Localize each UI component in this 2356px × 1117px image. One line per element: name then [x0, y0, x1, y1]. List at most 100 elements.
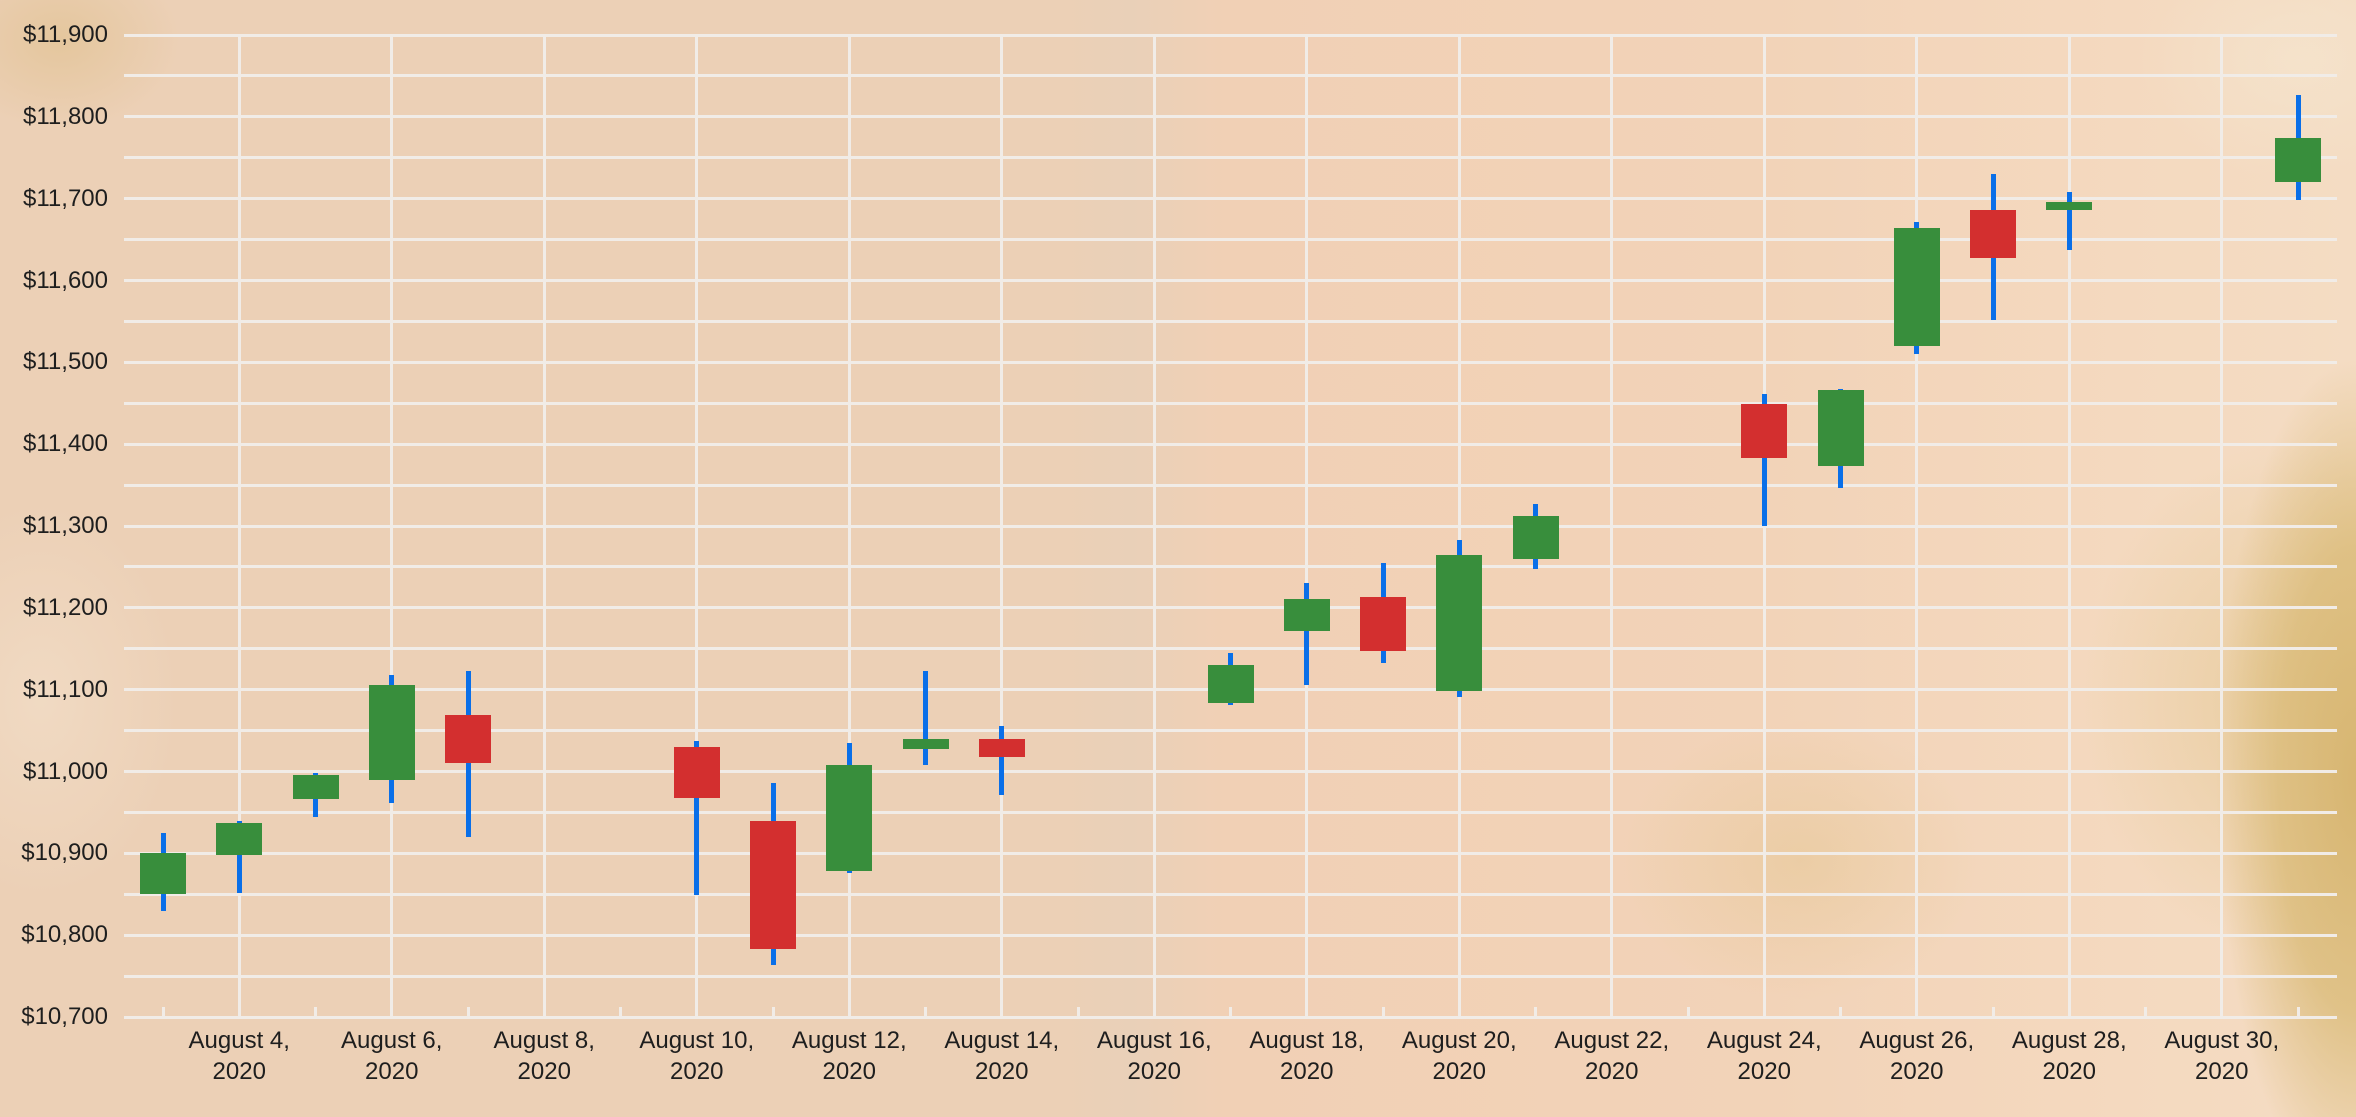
vertical-gridline	[1610, 35, 1614, 1017]
vertical-gridline	[847, 35, 851, 1017]
y-axis-label: $11,200	[23, 593, 108, 621]
minor-gridline	[124, 974, 2337, 978]
x-axis-label-date: August 28,	[2011, 1027, 2127, 1054]
candle-body	[978, 738, 1025, 757]
candle-body	[902, 738, 949, 749]
x-axis-label-year: 2020	[1890, 1058, 1944, 1085]
x-axis-label: August 20, 2020	[1379, 1025, 1539, 1087]
y-axis-label: $11,800	[23, 102, 108, 130]
major-gridline	[124, 360, 2337, 364]
vertical-gridline	[695, 35, 699, 1017]
x-axis-label-date: August 22,	[1554, 1027, 1670, 1054]
major-gridline	[124, 33, 2337, 37]
candle-wick	[1304, 583, 1310, 685]
x-axis-label-date: August 20,	[1401, 1027, 1517, 1054]
x-axis-label: August 12, 2020	[769, 1025, 929, 1087]
x-axis-label-year: 2020	[670, 1058, 724, 1085]
x-axis-label-date: August 4,	[188, 1027, 290, 1054]
x-axis-label: August 4, 2020	[159, 1025, 319, 1087]
y-axis-label: $10,900	[21, 839, 108, 867]
minor-gridline	[124, 647, 2337, 651]
x-minor-tick	[619, 1007, 622, 1018]
candle-body	[673, 746, 720, 799]
vertical-gridline	[2067, 35, 2071, 1017]
x-minor-tick	[1991, 1007, 1995, 1018]
candle-body	[1207, 665, 1254, 703]
x-axis-label: August 26, 2020	[1837, 1025, 1997, 1087]
x-minor-tick	[771, 1007, 775, 1018]
x-axis-label-year: 2020	[1585, 1058, 1639, 1085]
x-axis-label: August 18, 2020	[1227, 1025, 1387, 1087]
x-minor-tick	[1686, 1007, 1690, 1018]
x-minor-tick	[1229, 1007, 1232, 1018]
x-axis-label-date: August 12,	[791, 1027, 907, 1054]
x-minor-tick	[1381, 1007, 1385, 1018]
vertical-gridline	[1305, 35, 1309, 1017]
vertical-gridline	[390, 35, 394, 1017]
y-axis-label: $11,600	[23, 266, 108, 294]
x-axis-label-year: 2020	[2042, 1058, 2096, 1085]
candle-body	[216, 823, 263, 855]
major-gridline	[124, 524, 2337, 528]
x-axis-label-year: 2020	[822, 1058, 876, 1085]
candle-body	[1512, 516, 1559, 559]
x-axis-label-year: 2020	[1127, 1058, 1181, 1085]
x-minor-tick	[1076, 1007, 1080, 1018]
vertical-gridline	[1000, 35, 1004, 1017]
candle-wick	[236, 820, 242, 893]
candle-body	[1360, 597, 1406, 652]
candle-wick	[1761, 394, 1767, 526]
candle-wick	[923, 670, 928, 765]
minor-gridline	[124, 156, 2337, 160]
major-gridline	[124, 442, 2337, 446]
candle-wick	[2066, 192, 2072, 251]
candle-body	[1817, 390, 1864, 467]
x-axis-label-date: August 26,	[1859, 1027, 1975, 1054]
x-axis-label-year: 2020	[975, 1058, 1029, 1085]
x-minor-tick	[1839, 1007, 1842, 1018]
major-gridline	[124, 279, 2337, 282]
major-gridline	[124, 933, 2337, 937]
x-axis-label: August 30, 2020	[2142, 1025, 2302, 1087]
x-minor-tick	[1534, 1007, 1537, 1018]
candle-body	[292, 774, 339, 800]
major-gridline	[124, 115, 2337, 119]
y-axis-label: $11,100	[23, 675, 108, 703]
y-axis-label: $10,800	[21, 921, 108, 949]
minor-gridline	[124, 319, 2337, 323]
vertical-gridline	[1457, 35, 1461, 1017]
candle-wick	[694, 741, 700, 896]
candle-body	[1893, 228, 1940, 346]
minor-gridline	[124, 810, 2337, 814]
minor-gridline	[124, 74, 2337, 78]
minor-gridline	[124, 565, 2337, 569]
candle-body	[2046, 201, 2093, 211]
minor-gridline	[124, 238, 2337, 242]
vertical-gridline	[2220, 35, 2224, 1017]
vertical-gridline	[542, 35, 546, 1017]
y-axis-label: $11,700	[23, 184, 108, 212]
minor-gridline	[124, 729, 2337, 733]
major-gridline	[124, 770, 2337, 773]
x-axis-label-date: August 24,	[1706, 1027, 1822, 1054]
x-minor-tick	[466, 1007, 470, 1018]
x-axis-label-year: 2020	[212, 1058, 266, 1085]
x-axis-label-year: 2020	[1432, 1058, 1486, 1085]
minor-gridline	[124, 401, 2337, 405]
x-axis-label-date: August 16,	[1096, 1027, 1212, 1054]
vertical-gridline	[1152, 35, 1156, 1017]
vertical-gridline	[1762, 35, 1766, 1017]
candle-body	[826, 764, 873, 872]
x-axis-label-year: 2020	[1737, 1058, 1791, 1085]
candle-body	[2275, 138, 2321, 183]
candle-body	[1741, 404, 1788, 459]
y-axis-label: $11,900	[23, 21, 108, 48]
x-axis-label: August 8, 2020	[464, 1025, 624, 1087]
x-axis-label-date: August 8,	[493, 1027, 595, 1054]
candle-body	[1436, 554, 1483, 692]
y-axis-label: $11,500	[23, 348, 108, 376]
x-minor-tick	[2144, 1007, 2147, 1018]
candle-body	[140, 853, 186, 895]
x-axis-label-year: 2020	[1280, 1058, 1334, 1085]
